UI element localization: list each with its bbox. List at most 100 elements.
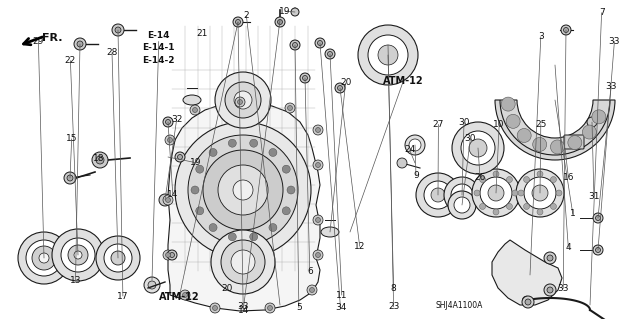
Circle shape [159,194,171,206]
Circle shape [524,176,529,182]
Text: 2: 2 [244,11,249,20]
Text: 32: 32 [171,115,182,124]
Circle shape [287,106,292,110]
Circle shape [550,204,556,210]
Circle shape [218,165,268,215]
Circle shape [282,207,291,215]
Circle shape [461,131,495,165]
Circle shape [378,45,398,65]
Circle shape [416,173,460,217]
Circle shape [325,49,335,59]
Text: 18: 18 [93,154,105,163]
Circle shape [96,236,140,280]
Circle shape [148,281,156,289]
Wedge shape [495,100,615,160]
Text: 3: 3 [538,32,543,41]
Circle shape [196,207,204,215]
Circle shape [316,218,321,222]
Text: 33: 33 [237,302,249,311]
Ellipse shape [321,227,339,237]
Circle shape [431,188,445,202]
Circle shape [568,136,582,150]
Circle shape [231,250,255,274]
Circle shape [233,180,253,200]
Circle shape [517,129,531,143]
Circle shape [593,213,603,223]
Circle shape [524,177,556,209]
Text: 14: 14 [167,190,179,199]
Circle shape [303,76,307,80]
Text: 28: 28 [106,48,118,57]
Text: 11: 11 [336,291,348,300]
Circle shape [191,186,199,194]
Circle shape [233,17,243,27]
Circle shape [170,253,175,257]
Text: 10: 10 [493,120,505,129]
Circle shape [550,140,564,154]
Circle shape [236,19,241,25]
Circle shape [39,253,49,263]
Text: 20: 20 [221,284,233,293]
Text: 16: 16 [563,173,574,182]
Circle shape [479,204,486,210]
Circle shape [292,42,298,48]
Circle shape [444,177,480,213]
Circle shape [582,125,596,139]
Text: 19: 19 [279,7,291,16]
Circle shape [300,73,310,83]
Text: 29: 29 [33,37,44,46]
Circle shape [166,120,170,124]
Circle shape [587,117,597,127]
Circle shape [291,8,299,16]
Circle shape [104,244,132,272]
Text: 14: 14 [237,306,249,315]
Circle shape [269,224,277,232]
Circle shape [563,27,568,33]
Circle shape [512,190,518,196]
Circle shape [317,41,323,46]
Circle shape [290,40,300,50]
Text: 21: 21 [196,29,207,38]
Text: 12: 12 [354,242,365,251]
Circle shape [537,209,543,215]
Circle shape [165,135,175,145]
Circle shape [522,296,534,308]
Circle shape [250,233,258,241]
Circle shape [193,108,198,113]
Text: 24: 24 [404,145,415,154]
Text: ATM-12: ATM-12 [159,292,200,302]
Circle shape [524,204,529,210]
Text: 26: 26 [474,173,486,182]
Circle shape [278,19,282,25]
Circle shape [275,17,285,27]
Circle shape [52,229,104,281]
Polygon shape [168,102,320,311]
Circle shape [506,204,513,210]
Circle shape [310,287,314,293]
Circle shape [268,306,273,310]
Circle shape [64,172,76,184]
Circle shape [501,97,515,111]
Circle shape [180,290,190,300]
Text: 25: 25 [535,120,547,129]
Circle shape [285,103,295,113]
Circle shape [177,154,182,160]
Text: 15: 15 [66,134,77,143]
Text: 30: 30 [458,118,470,127]
Circle shape [61,238,95,272]
Circle shape [166,253,170,257]
Circle shape [550,176,556,182]
Text: 6: 6 [307,267,312,276]
Circle shape [92,152,108,168]
Text: 33: 33 [557,284,569,293]
Circle shape [221,240,265,284]
Circle shape [111,251,125,265]
Circle shape [112,24,124,36]
Text: FR.: FR. [42,33,63,43]
Circle shape [506,176,513,182]
Circle shape [265,303,275,313]
Text: E-14-2: E-14-2 [143,56,175,65]
Circle shape [493,209,499,215]
Circle shape [190,105,200,115]
Circle shape [313,160,323,170]
